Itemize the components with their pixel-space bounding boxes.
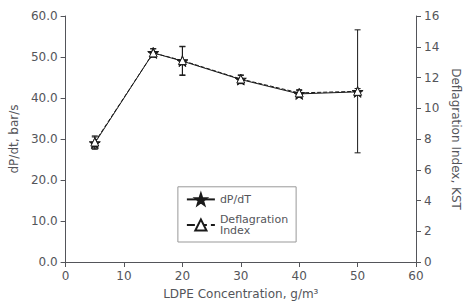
svg-text:30: 30 [233,269,248,283]
svg-text:6: 6 [424,163,432,177]
svg-text:4: 4 [424,194,432,208]
svg-text:0: 0 [62,269,70,283]
svg-text:0: 0 [424,255,432,269]
svg-text:50.0: 50.0 [31,50,58,64]
svg-text:LDPE Concentration, g/m³: LDPE Concentration, g/m³ [163,287,318,301]
svg-text:dP/dt, bar/s: dP/dt, bar/s [7,104,21,173]
svg-text:Deflagration: Deflagration [219,213,289,226]
svg-text:10.0: 10.0 [31,214,58,228]
svg-text:2: 2 [424,224,432,238]
svg-text:14: 14 [424,40,439,54]
svg-text:8: 8 [424,132,432,146]
svg-text:16: 16 [424,9,439,23]
svg-text:60.0: 60.0 [31,9,58,23]
svg-text:40.0: 40.0 [31,91,58,105]
svg-text:30.0: 30.0 [31,132,58,146]
svg-text:Deflagration Index, KST: Deflagration Index, KST [449,68,463,210]
svg-text:0.0: 0.0 [39,255,58,269]
svg-text:10: 10 [424,101,439,115]
svg-text:50: 50 [350,269,365,283]
svg-text:dP/dT: dP/dT [220,193,251,206]
svg-text:20.0: 20.0 [31,173,58,187]
svg-text:20: 20 [175,269,190,283]
svg-text:40: 40 [292,269,307,283]
svg-text:12: 12 [424,71,439,85]
svg-text:60: 60 [408,269,423,283]
svg-text:10: 10 [116,269,131,283]
svg-text:Index: Index [220,224,251,237]
